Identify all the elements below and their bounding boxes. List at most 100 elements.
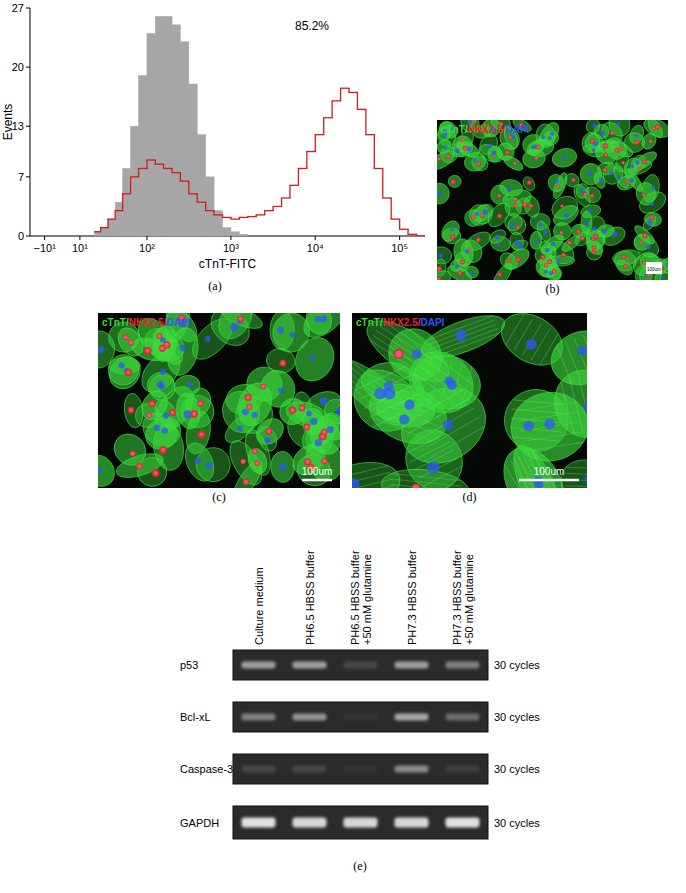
nucleus [642, 193, 646, 197]
cell [437, 183, 450, 205]
nucleus-overlap [241, 459, 245, 463]
nucleus [542, 136, 546, 140]
gel-strip [233, 702, 488, 732]
cell [251, 413, 288, 449]
nucleus [243, 479, 249, 485]
nucleus [510, 222, 514, 226]
x-tick-label: 10² [139, 242, 155, 254]
nucleus [592, 148, 596, 152]
histogram-step [231, 218, 239, 219]
panel-label: (b) [546, 282, 560, 296]
histogram-step [357, 109, 365, 110]
nucleus-overlap [652, 127, 655, 130]
band [293, 818, 327, 828]
nucleus [119, 362, 125, 368]
nucleus [383, 387, 395, 399]
band [293, 662, 327, 669]
nucleus-overlap [643, 262, 646, 265]
nucleus [516, 257, 521, 262]
nucleus [600, 130, 605, 135]
cycles-label: 30 cycles [494, 659, 540, 671]
histogram-bin [231, 232, 239, 236]
nucleus-overlap [461, 261, 464, 264]
nucleus [661, 275, 665, 279]
nucleus [543, 230, 547, 234]
nucleus [495, 234, 500, 239]
nucleus [642, 233, 647, 238]
nucleus [159, 446, 167, 454]
y-axis [30, 8, 31, 236]
nucleus [299, 404, 306, 411]
nucleus-overlap [461, 139, 464, 142]
nucleus-overlap [281, 361, 285, 365]
cell [452, 238, 475, 268]
nucleus [649, 215, 654, 220]
nucleus [552, 269, 557, 274]
lane-label: PH7.3 HBSS buffer [406, 550, 418, 645]
nucleus-overlap [129, 408, 133, 412]
nucleus [522, 202, 527, 207]
x-tick-label: 10¹ [72, 242, 88, 254]
nucleus [616, 122, 620, 126]
nucleus [127, 406, 134, 413]
nucleus [159, 384, 165, 390]
nucleus [514, 197, 518, 201]
nucleus [559, 231, 563, 235]
nucleus [655, 124, 660, 129]
nucleus-overlap [517, 226, 520, 229]
nucleus [601, 228, 606, 233]
nucleus [306, 411, 312, 417]
scale-bar-label: 100um [534, 466, 565, 477]
nucleus-overlap [553, 270, 556, 273]
nucleus [152, 469, 160, 477]
histogram-step [273, 206, 281, 207]
nucleus-overlap [581, 237, 584, 240]
nucleus [437, 276, 441, 280]
histogram-bin [391, 236, 399, 237]
nucleus-overlap [593, 251, 596, 254]
nucleus [647, 220, 652, 225]
nucleus [320, 315, 327, 322]
stain-name: NKX2.5 [383, 317, 418, 328]
histogram-bin [155, 16, 163, 236]
histogram-step [131, 176, 139, 177]
nucleus [394, 349, 404, 359]
nucleus [592, 227, 596, 231]
nucleus-overlap [560, 231, 563, 234]
stain-name: cTnT [441, 124, 465, 135]
nucleus [540, 254, 545, 259]
nucleus [651, 126, 655, 130]
nucleus-overlap [514, 162, 517, 165]
histogram-step [383, 197, 391, 198]
band [344, 714, 378, 721]
nucleus [547, 259, 552, 264]
nucleus [507, 258, 512, 263]
striation [431, 329, 497, 354]
nucleus [513, 203, 517, 207]
nucleus [443, 145, 447, 149]
nucleus [593, 234, 598, 239]
nucleus-overlap [544, 264, 547, 267]
nucleus [508, 136, 512, 140]
histogram-step [197, 202, 205, 203]
nucleus-overlap [557, 185, 560, 188]
histogram-step [214, 214, 222, 215]
band [446, 818, 480, 828]
nucleus [206, 462, 213, 469]
nucleus-overlap [537, 146, 540, 149]
nucleus [476, 237, 481, 242]
cell [641, 120, 668, 141]
step-connector [101, 88, 417, 236]
nucleus-overlap [477, 238, 480, 241]
nucleus [548, 136, 552, 140]
nucleus [544, 263, 548, 267]
band [395, 714, 429, 721]
nucleus [146, 412, 152, 418]
y-tick [26, 67, 30, 68]
band [344, 662, 378, 669]
nucleus [467, 146, 472, 151]
nucleus-overlap [246, 396, 250, 400]
nucleus [473, 120, 477, 123]
stain-name: DAPI [505, 124, 529, 135]
nucleus [264, 437, 270, 443]
